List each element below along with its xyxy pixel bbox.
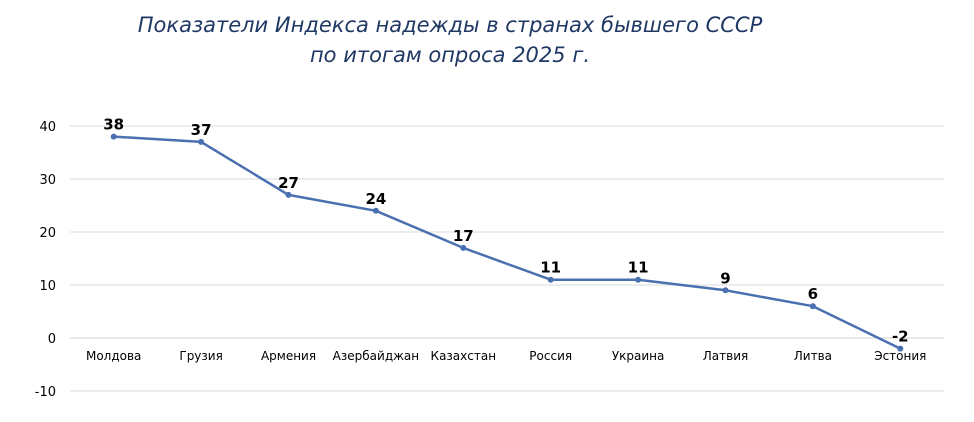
data-label: 17 — [453, 227, 474, 245]
x-category-label: Молдова — [86, 349, 141, 363]
x-category-label: Азербайджан — [333, 349, 419, 363]
y-tick-label: 20 — [39, 226, 56, 241]
data-label: 24 — [365, 190, 386, 208]
x-category-label: Казахстан — [431, 349, 497, 363]
chart-title: Показатели Индекса надежды в странах быв… — [0, 10, 900, 70]
data-point — [285, 191, 292, 198]
y-tick-label: 30 — [39, 173, 56, 188]
data-point — [372, 207, 379, 214]
y-tick-label: 40 — [39, 120, 56, 135]
x-category-label: Эстония — [874, 349, 926, 363]
data-label: 11 — [540, 259, 561, 277]
data-point — [198, 138, 205, 145]
data-label: 38 — [103, 116, 124, 134]
y-tick-label: -10 — [35, 385, 56, 400]
data-label: 9 — [720, 269, 730, 287]
data-point — [809, 303, 816, 310]
x-category-label: Россия — [529, 349, 572, 363]
data-point — [110, 133, 117, 140]
data-point — [722, 287, 729, 294]
chart-title-line-1: Показатели Индекса надежды в странах быв… — [137, 13, 763, 37]
x-category-label: Латвия — [703, 349, 748, 363]
data-label: 37 — [191, 121, 212, 139]
y-tick-label: 10 — [39, 279, 56, 294]
series-line — [112, 135, 902, 350]
chart-title-line-2: по итогам опроса 2025 г. — [309, 43, 591, 67]
x-category-label: Украина — [612, 349, 665, 363]
data-label: 27 — [278, 174, 299, 192]
data-point — [897, 345, 904, 352]
x-category-label: Литва — [794, 349, 832, 363]
x-category-label: Армения — [261, 349, 316, 363]
x-category-label: Грузия — [179, 349, 222, 363]
data-label: 6 — [808, 285, 818, 303]
data-point — [635, 276, 642, 283]
y-tick-label: 0 — [48, 332, 56, 347]
data-point — [460, 244, 467, 251]
data-label: -2 — [892, 328, 909, 346]
data-label: 11 — [628, 259, 649, 277]
data-point — [547, 276, 554, 283]
